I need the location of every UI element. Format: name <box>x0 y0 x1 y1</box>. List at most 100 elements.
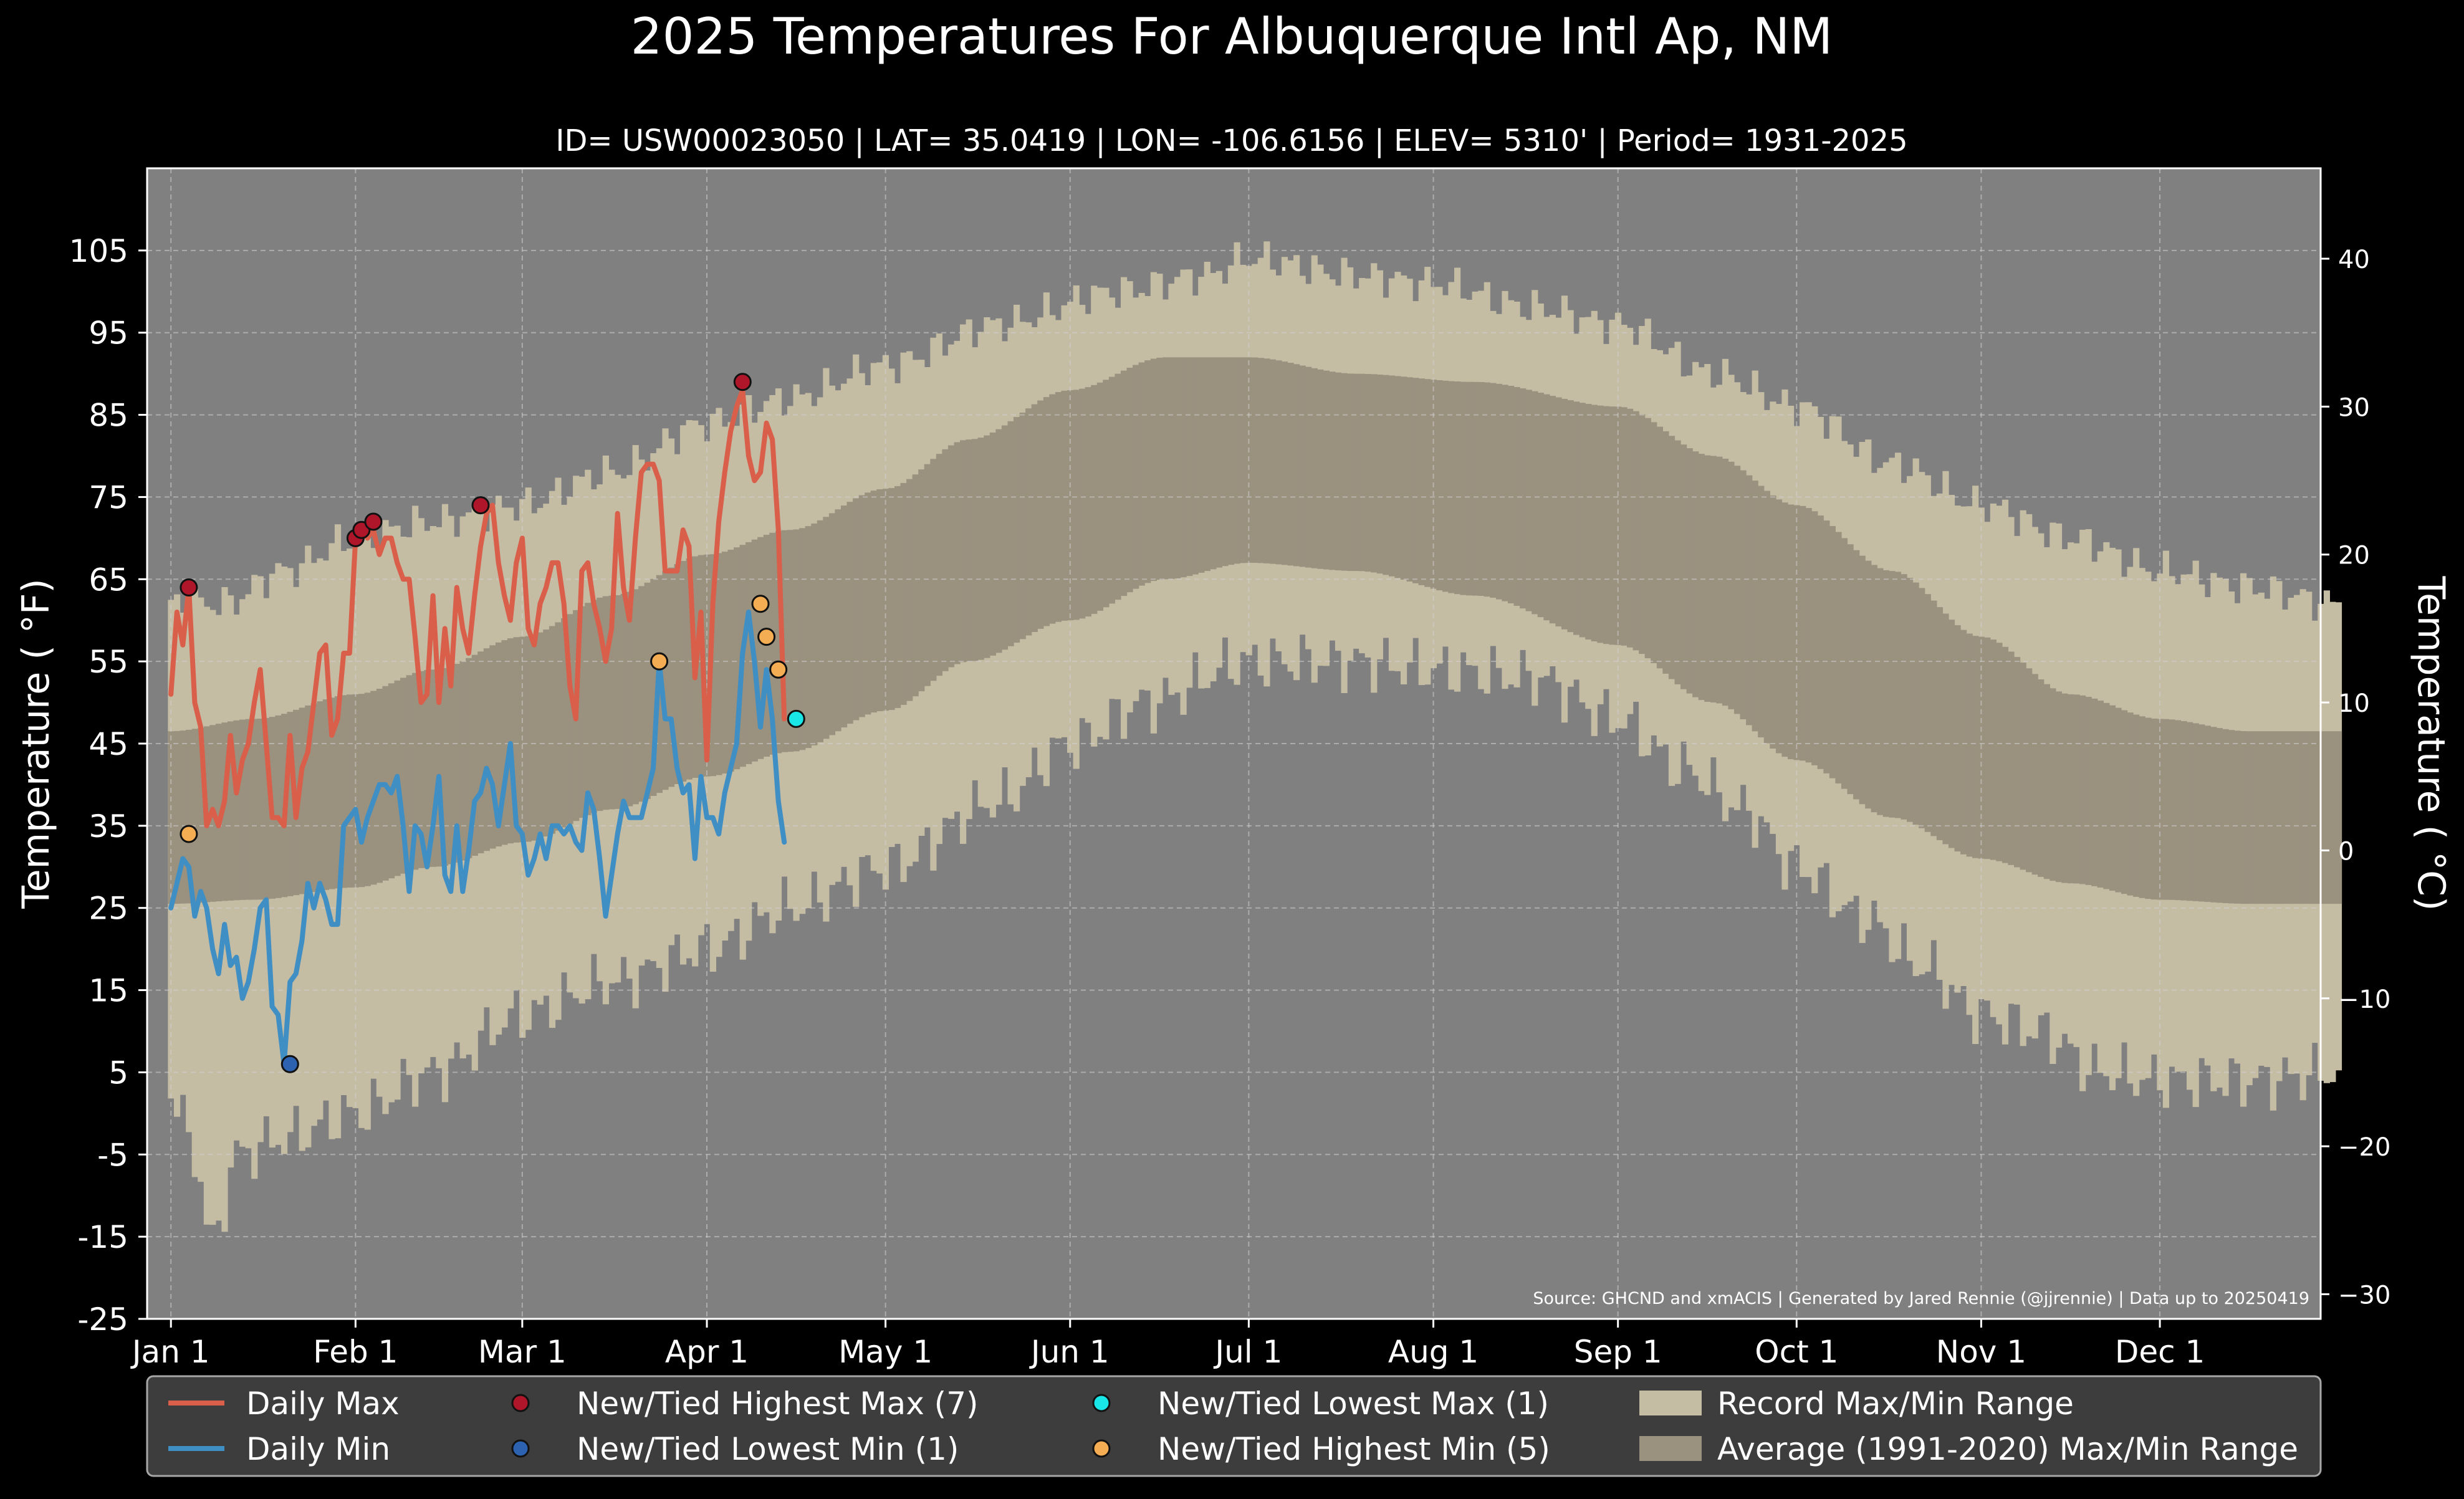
normal-range-bar <box>2127 712 2134 896</box>
normal-range-bar <box>245 719 252 900</box>
normal-range-bar <box>1543 394 1550 621</box>
normal-range-bar <box>1805 508 1812 763</box>
normal-range-bar <box>1121 370 1128 596</box>
normal-range-bar <box>1079 388 1086 619</box>
normal-range-bar <box>811 523 818 745</box>
normal-range-bar <box>835 509 841 732</box>
normal-range-bar <box>549 626 556 834</box>
normal-range-bar <box>1364 374 1371 572</box>
normal-range-bar <box>1180 357 1187 578</box>
normal-range-bar <box>1025 408 1032 636</box>
normal-range-bar <box>1770 495 1776 749</box>
normal-range-bar <box>1936 607 1943 840</box>
normal-range-bar <box>1919 588 1925 828</box>
normal-range-bar <box>638 586 645 802</box>
normal-range-bar <box>1841 538 1848 789</box>
normal-range-bar <box>781 530 788 752</box>
normal-range-bar <box>2335 731 2342 904</box>
daily-series <box>168 388 787 1067</box>
normal-range-bar <box>1614 406 1622 645</box>
normal-range-bar <box>1061 390 1068 621</box>
y-tick-label-left: 15 <box>89 973 128 1009</box>
normal-range-bar <box>2008 651 2015 865</box>
normal-range-bar <box>1716 456 1723 704</box>
new-low-min-marker <box>280 1055 299 1073</box>
chart-subtitle: ID= USW00023050 | LAT= 35.0419 | LON= -1… <box>555 123 1907 158</box>
normal-range-bar <box>406 675 413 872</box>
normal-range-bar <box>454 664 461 863</box>
normal-range-bar <box>1823 520 1830 773</box>
normal-range-bar <box>644 582 651 799</box>
normal-range-bar <box>1234 357 1240 564</box>
normal-range-bar <box>1454 381 1461 595</box>
normal-range-bar <box>1746 475 1753 726</box>
normal-range-bar <box>828 513 836 735</box>
normal-range-bar <box>263 717 270 899</box>
normal-range-bar <box>501 640 508 845</box>
normal-range-bar <box>966 439 972 662</box>
normal-range-bar <box>942 449 949 671</box>
normal-range-bar <box>1478 382 1485 596</box>
source-note: Source: GHCND and xmACIS | Generated by … <box>1533 1289 2309 1308</box>
normal-range-bar <box>793 529 800 752</box>
normal-range-bar <box>1763 491 1770 744</box>
legend: Daily Max Daily Min New/Tied Highest Max (… <box>146 1375 2322 1477</box>
x-tick-label: Jul 1 <box>1213 1334 1282 1370</box>
normal-range-bar <box>1317 369 1324 569</box>
normal-range-bar <box>1704 455 1711 702</box>
normal-range-bar <box>251 719 258 900</box>
normal-range-bar <box>537 632 544 839</box>
normal-range-bar <box>995 429 1002 653</box>
normal-range-bar <box>1811 511 1818 765</box>
normal-range-bar <box>364 692 371 886</box>
normal-range-bar <box>1520 388 1527 609</box>
normal-range-bar <box>1436 380 1443 591</box>
normal-range-bar <box>757 537 764 759</box>
y-axis-label-left: Temperature ( °F) <box>14 578 58 909</box>
normal-range-bar <box>680 561 687 782</box>
normal-range-bar <box>1275 360 1282 565</box>
y-tick-label-left: -25 <box>77 1301 128 1338</box>
normal-range-bar <box>317 701 324 891</box>
x-tick-label: Aug 1 <box>1388 1334 1479 1370</box>
normal-range-bar <box>2240 731 2247 904</box>
x-tick-label: Jun 1 <box>1029 1334 1110 1370</box>
normal-range-bar <box>1674 440 1681 684</box>
normal-range-bar <box>2270 731 2276 904</box>
normal-range-bar <box>459 661 466 861</box>
climatology-bands <box>168 241 2342 1232</box>
normal-range-bar <box>1573 401 1580 635</box>
normal-range-bar <box>1257 358 1264 563</box>
normal-range-bar <box>2109 705 2116 891</box>
normal-range-bar <box>2246 731 2253 904</box>
normal-range-bar <box>215 724 223 902</box>
normal-range-bar <box>1335 372 1342 571</box>
normal-range-bar <box>805 526 812 749</box>
normal-range-bar <box>2049 688 2056 881</box>
normal-range-bar <box>1698 454 1705 701</box>
normal-range-bar <box>1019 413 1026 639</box>
normal-range-bar <box>228 721 234 901</box>
y-tick-label-right: −10 <box>2338 985 2390 1014</box>
x-tick-label: Nov 1 <box>1936 1334 2026 1370</box>
normal-range-bar <box>1960 630 1967 855</box>
normal-range-bar <box>597 597 603 812</box>
new-high-max-marker <box>733 373 752 391</box>
normal-range-bar <box>1085 387 1091 617</box>
normal-range-bar <box>1394 376 1401 578</box>
normal-range-bar <box>1293 364 1300 567</box>
legend-swatch-dot <box>1092 1394 1111 1412</box>
normal-range-bar <box>567 614 573 825</box>
normal-range-bar <box>328 697 335 889</box>
normal-range-bar <box>1781 502 1788 757</box>
normal-range-bar <box>2055 691 2063 883</box>
normal-range-bar <box>894 486 901 708</box>
normal-range-bar <box>418 671 424 868</box>
normal-range-bar <box>1067 390 1074 621</box>
y-tick-label-left: 5 <box>108 1055 128 1091</box>
legend-swatch-dot <box>1092 1439 1111 1458</box>
normal-range-bar <box>1001 425 1009 650</box>
y-tick-label-left: 95 <box>89 315 128 352</box>
normal-range-bar <box>1508 386 1515 603</box>
daily-max-line <box>168 388 787 828</box>
